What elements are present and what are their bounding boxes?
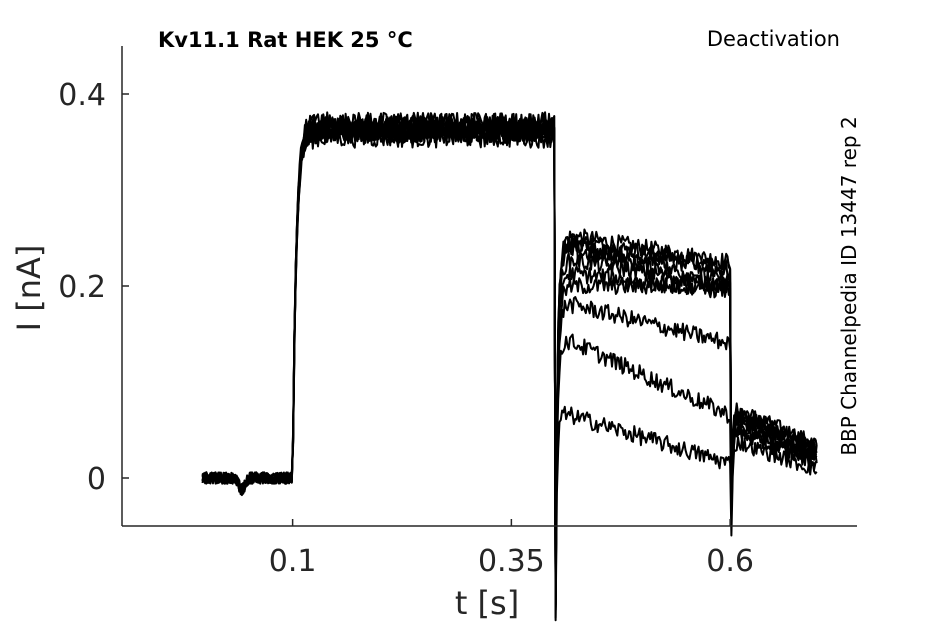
- y-axis-ticks: 0 0.2 0.4: [58, 78, 129, 497]
- series-line: [201, 121, 818, 622]
- protocol-label: Deactivation: [707, 27, 840, 51]
- y-tick-label: 0.2: [58, 270, 106, 305]
- y-tick-label: 0.4: [58, 78, 106, 113]
- x-axis-ticks: 0.1 0.35 0.6: [269, 519, 754, 579]
- x-tick-label: 0.6: [706, 544, 754, 579]
- current-traces: [201, 111, 818, 622]
- x-tick-label: 0.1: [269, 544, 317, 579]
- chart-title: Kv11.1 Rat HEK 25 °C: [158, 28, 413, 52]
- x-tick-label: 0.35: [478, 544, 545, 579]
- x-axis-label: t [s]: [455, 584, 519, 622]
- side-label: BBP Channelpedia ID 13447 rep 2: [837, 116, 861, 455]
- y-axis-label: I [nA]: [10, 245, 48, 332]
- y-tick-label: 0: [87, 462, 106, 497]
